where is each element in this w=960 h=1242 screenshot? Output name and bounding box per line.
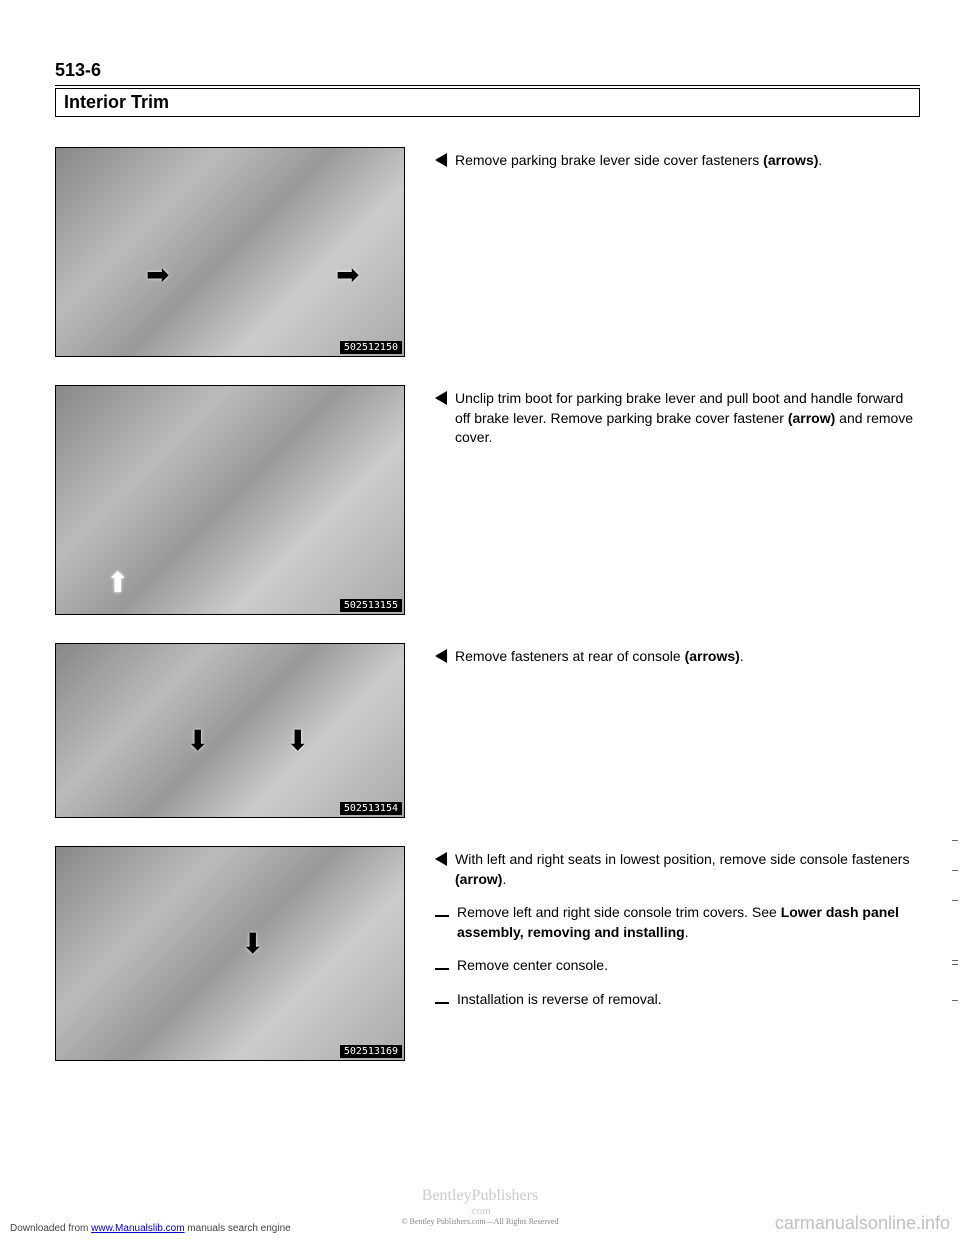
arrow-icon: ⬇ <box>241 927 264 960</box>
step-text: Remove left and right side console trim … <box>457 903 920 942</box>
instruction-text: Remove fasteners at rear of console (arr… <box>435 643 920 682</box>
figure-photo: ⬇ ⬇ 502513154 <box>55 643 405 818</box>
margin-tick <box>952 964 958 965</box>
photo-id-label: 502513154 <box>340 802 402 815</box>
step-item: Unclip trim boot for parking brake lever… <box>435 389 920 448</box>
photo-id-label: 502513169 <box>340 1045 402 1058</box>
triangle-marker-icon <box>435 151 447 172</box>
step-text: Installation is reverse of removal. <box>457 990 662 1010</box>
header-rule <box>55 85 920 86</box>
arrow-icon: ➡ <box>146 258 169 291</box>
step-item: Installation is reverse of removal. <box>435 990 920 1010</box>
footer-source: Downloaded from www.Manualslib.com manua… <box>10 1223 291 1234</box>
arrow-icon: ⬇ <box>286 724 309 757</box>
instruction-section: ⬇ ⬇ 502513154 Remove fasteners at rear o… <box>55 643 920 818</box>
instruction-section: ⬇ 502513169 With left and right seats in… <box>55 846 920 1061</box>
step-item: With left and right seats in lowest posi… <box>435 850 920 889</box>
step-text: Remove center console. <box>457 956 608 976</box>
dash-marker-icon <box>435 903 449 942</box>
step-text: With left and right seats in lowest posi… <box>455 850 920 889</box>
dash-marker-icon <box>435 956 449 976</box>
footer-site-watermark: carmanualsonline.info <box>775 1213 950 1234</box>
figure-photo: ⬇ 502513169 <box>55 846 405 1061</box>
page-number: 513-6 <box>55 60 920 81</box>
page-container: 513-6 Interior Trim ➡ ➡ 502512150 Remove… <box>0 0 960 1129</box>
margin-marks <box>954 0 958 1242</box>
instruction-text: Remove parking brake lever side cover fa… <box>435 147 920 186</box>
triangle-marker-icon <box>435 647 447 668</box>
triangle-marker-icon <box>435 850 447 889</box>
margin-tick <box>952 1000 958 1001</box>
step-item: Remove left and right side console trim … <box>435 903 920 942</box>
step-item: Remove fasteners at rear of console (arr… <box>435 647 920 668</box>
watermark-line: BentleyPublishers <box>402 1187 559 1205</box>
footer-watermark: BentleyPublishers .com © Bentley Publish… <box>402 1187 559 1226</box>
page-footer: Downloaded from www.Manualslib.com manua… <box>0 1213 960 1234</box>
step-text: Unclip trim boot for parking brake lever… <box>455 389 920 448</box>
arrow-icon: ⬆ <box>106 566 129 599</box>
step-item: Remove center console. <box>435 956 920 976</box>
margin-tick <box>952 960 958 961</box>
instruction-section: ➡ ➡ 502512150 Remove parking brake lever… <box>55 147 920 357</box>
margin-tick <box>952 870 958 871</box>
arrow-icon: ➡ <box>336 258 359 291</box>
arrow-icon: ⬇ <box>186 724 209 757</box>
triangle-marker-icon <box>435 389 447 448</box>
footer-text: manuals search engine <box>185 1223 291 1234</box>
step-text: Remove fasteners at rear of console (arr… <box>455 647 744 668</box>
section-header: Interior Trim <box>55 88 920 117</box>
margin-tick <box>952 840 958 841</box>
dash-marker-icon <box>435 990 449 1010</box>
watermark-line: .com <box>402 1205 559 1217</box>
margin-tick <box>952 900 958 901</box>
step-item: Remove parking brake lever side cover fa… <box>435 151 920 172</box>
instruction-text: Unclip trim boot for parking brake lever… <box>435 385 920 462</box>
step-text: Remove parking brake lever side cover fa… <box>455 151 822 172</box>
figure-photo: ➡ ➡ 502512150 <box>55 147 405 357</box>
photo-id-label: 502513155 <box>340 599 402 612</box>
footer-link[interactable]: www.Manualslib.com <box>91 1223 184 1234</box>
photo-id-label: 502512150 <box>340 341 402 354</box>
instruction-section: ⬆ 502513155 Unclip trim boot for parking… <box>55 385 920 615</box>
instruction-text: With left and right seats in lowest posi… <box>435 846 920 1024</box>
watermark-line: © Bentley Publishers.com—All Rights Rese… <box>402 1217 559 1226</box>
figure-photo: ⬆ 502513155 <box>55 385 405 615</box>
footer-text: Downloaded from <box>10 1223 91 1234</box>
